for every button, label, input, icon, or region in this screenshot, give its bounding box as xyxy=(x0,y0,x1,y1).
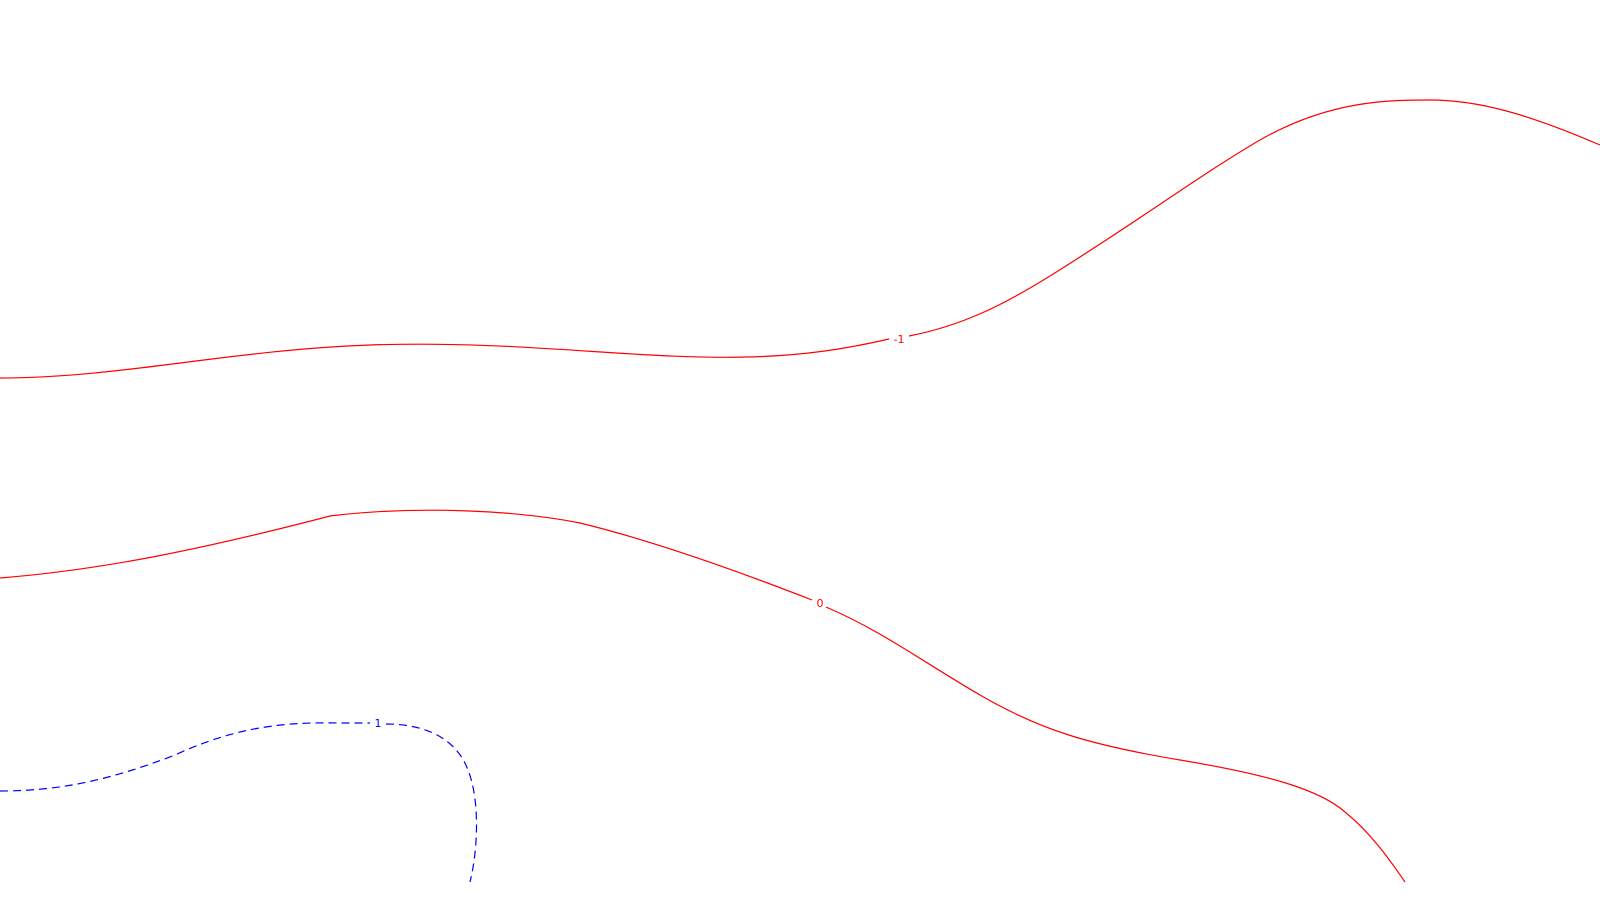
contour-label-1: 1 xyxy=(375,717,382,730)
contour-label-0: 0 xyxy=(817,597,824,610)
contour-line-level-minus-1 xyxy=(0,99,1600,379)
contour-line-level-0 xyxy=(0,509,1406,883)
contour-label-minus-1: -1 xyxy=(894,333,905,346)
contour-line-level-1 xyxy=(0,722,478,883)
